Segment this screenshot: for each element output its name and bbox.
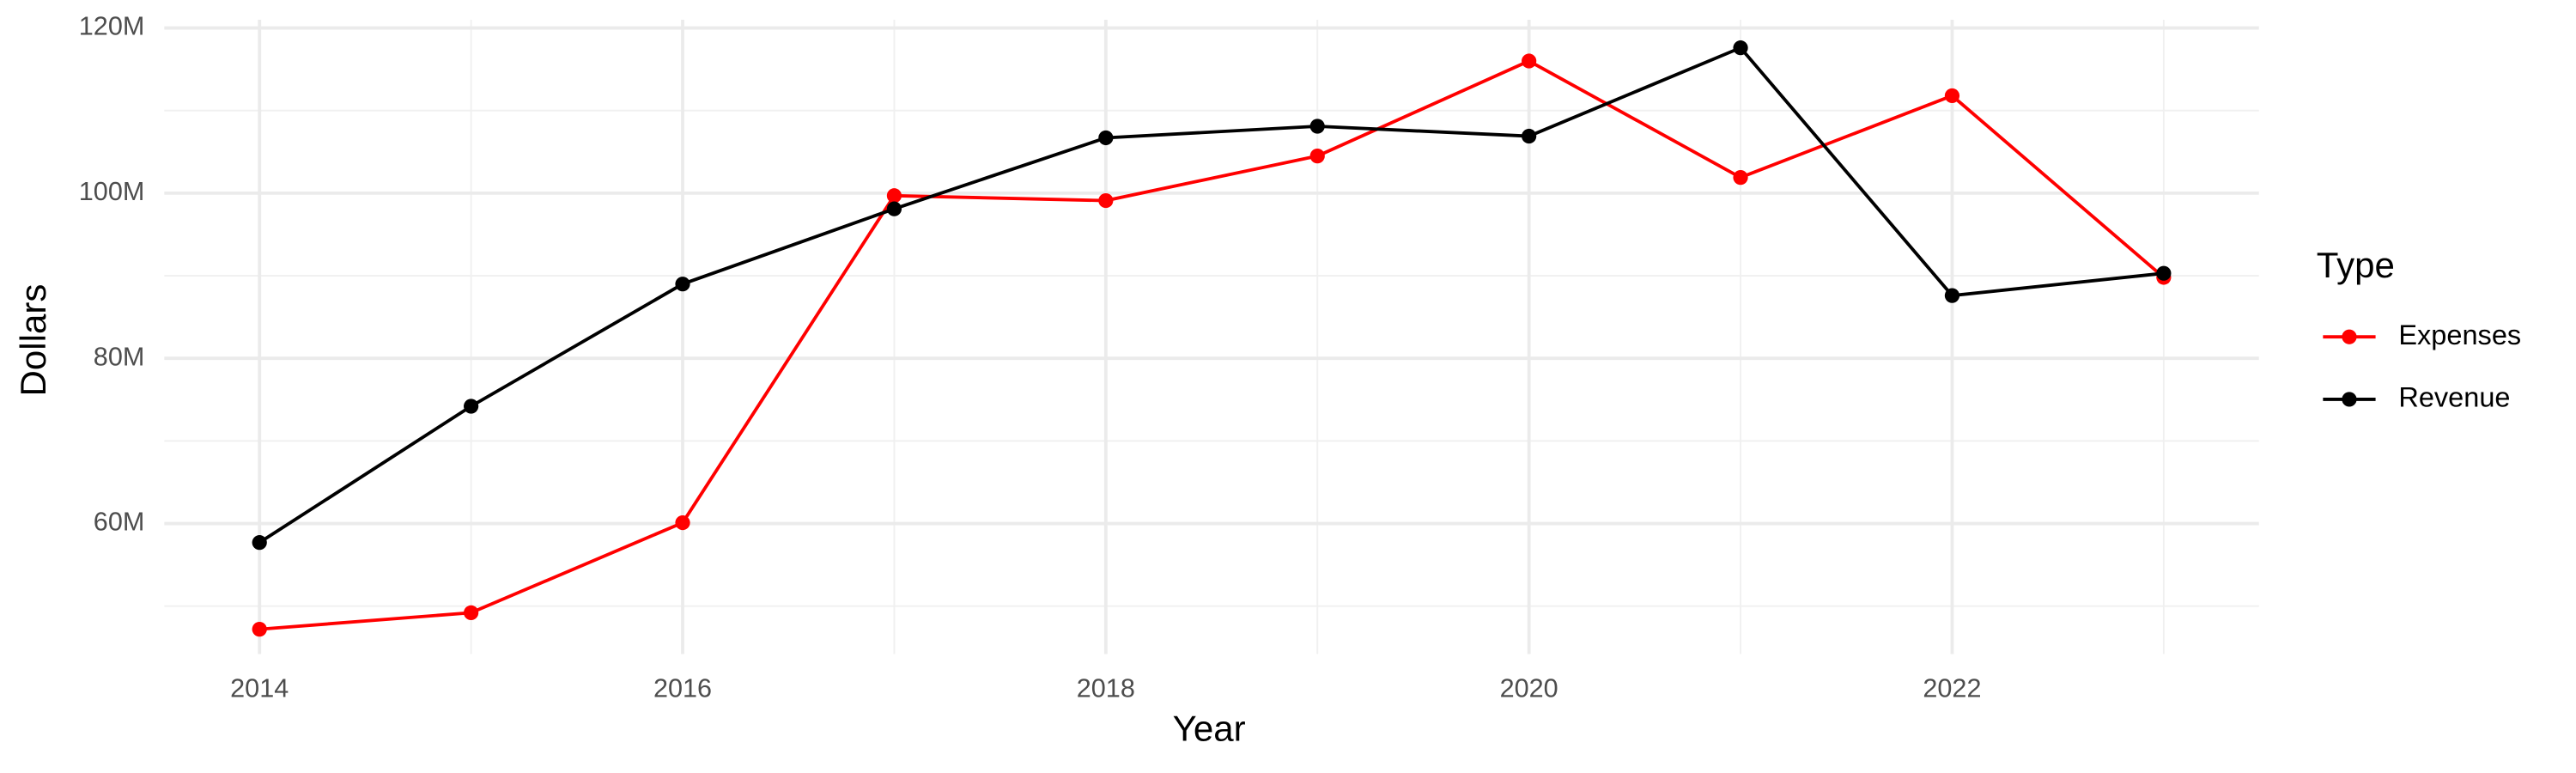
y-tick-label: 60M (94, 508, 145, 537)
data-point (1098, 192, 1114, 209)
legend-label: Expenses (2398, 320, 2521, 350)
data-point (1944, 88, 1960, 104)
legend-title: Type (2317, 245, 2395, 285)
x-tick-label: 2018 (1077, 674, 1135, 703)
data-point (1733, 40, 1748, 56)
data-point (1309, 149, 1325, 164)
x-tick-label: 2020 (1500, 674, 1558, 703)
data-point (252, 535, 267, 551)
data-point (1944, 288, 1960, 303)
y-tick-label: 100M (79, 177, 145, 206)
data-point (675, 277, 690, 292)
x-axis-title: Year (1173, 709, 1246, 749)
data-point (886, 188, 902, 204)
legend-marker (2342, 392, 2357, 407)
data-point (1309, 119, 1325, 134)
data-point (2156, 265, 2172, 281)
y-axis-title: Dollars (13, 284, 53, 397)
data-point (464, 605, 479, 621)
data-point (1733, 170, 1748, 186)
data-point (675, 514, 690, 531)
x-tick-label: 2022 (1923, 674, 1981, 703)
x-tick-label: 2014 (230, 674, 289, 703)
legend-label: Revenue (2398, 382, 2510, 413)
data-point (886, 201, 902, 216)
y-tick-label: 80M (94, 342, 145, 371)
data-point (1098, 130, 1114, 146)
data-point (1522, 128, 1537, 144)
legend-marker (2342, 329, 2357, 344)
data-point (1522, 53, 1537, 69)
x-tick-label: 2016 (653, 674, 712, 703)
data-point (464, 399, 479, 414)
data-point (252, 622, 267, 637)
y-tick-label: 120M (79, 12, 145, 41)
series-line (259, 58, 2166, 631)
series-line (258, 46, 2165, 545)
